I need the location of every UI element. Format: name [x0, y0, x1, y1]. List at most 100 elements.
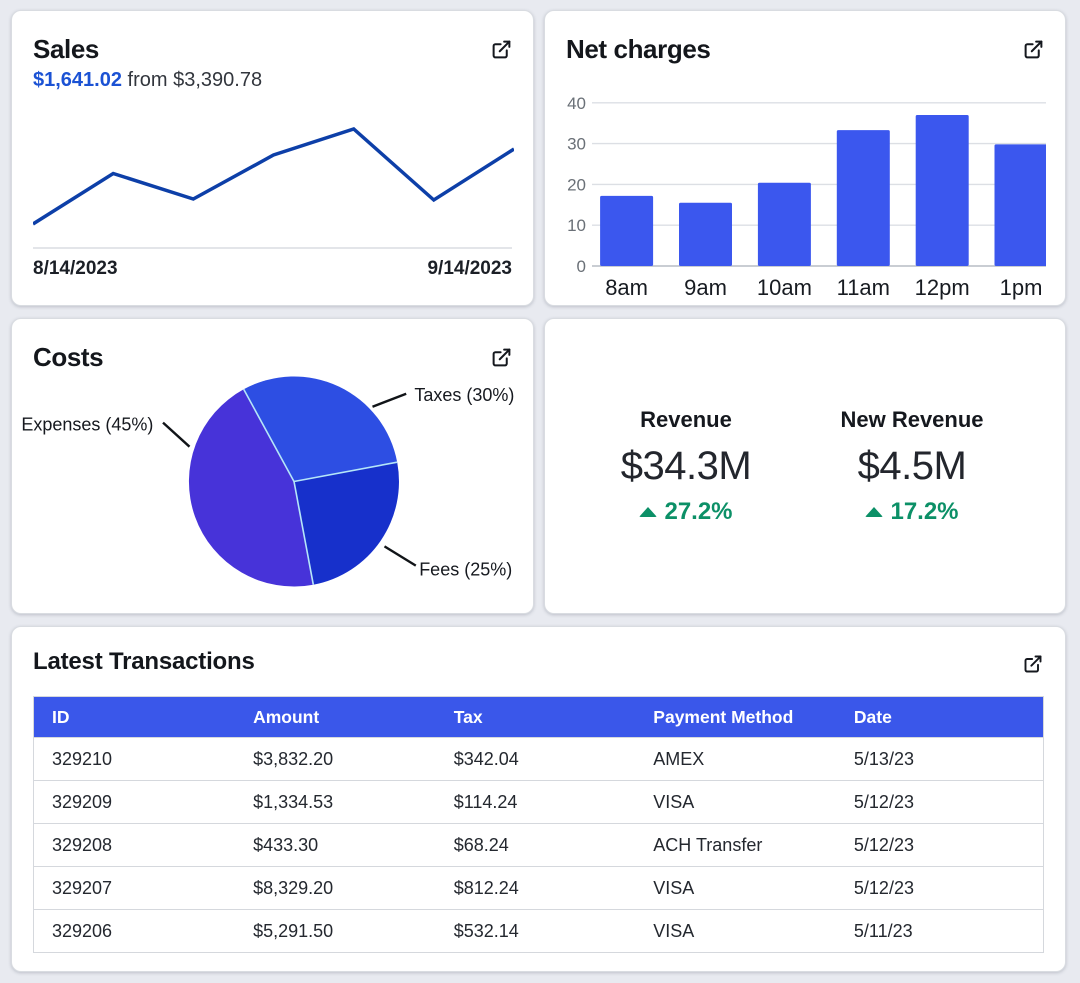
- sales-date-range: 8/14/2023 9/14/2023: [33, 258, 512, 280]
- costs-card: Taxes (30%) Fees (25%) Expenses (45%) Cost…: [11, 318, 534, 614]
- cell-id: 329207: [33, 866, 236, 910]
- external-link-icon: [491, 39, 512, 60]
- stat-change: 27.2%: [586, 497, 786, 525]
- pie-slice-taxes: [243, 376, 398, 482]
- column-header-amount: Amount: [235, 696, 436, 738]
- cell-payment-method: VISA: [635, 780, 836, 824]
- transactions-header-row: ID Amount Tax Payment Method Date: [33, 696, 1044, 738]
- stat-change-value: 27.2%: [664, 497, 733, 525]
- y-tick-label-20: 20: [567, 175, 586, 194]
- table-row-329206: 329206 $5,291.50 $532.14 VISA 5/11/23: [33, 909, 1044, 953]
- costs-external-link-button[interactable]: [491, 347, 512, 368]
- bar-11am: [836, 130, 890, 266]
- column-header-payment-method: Payment Method: [635, 696, 836, 738]
- bar-8am: [600, 195, 654, 266]
- x-tick-label-10am: 10am: [757, 275, 812, 300]
- stat-value: $4.5M: [857, 443, 967, 488]
- cell-id: 329210: [33, 737, 236, 781]
- bar-10am: [757, 182, 811, 266]
- cell-amount: $8,329.20: [235, 866, 436, 910]
- cell-tax: $532.14: [435, 909, 636, 953]
- sales-summary: $1,641.02 from $3,390.78: [33, 68, 512, 92]
- external-link-icon: [491, 347, 512, 368]
- stat-revenue: Revenue $34.3M 27.2%: [586, 406, 786, 525]
- cell-tax: $812.24: [435, 866, 636, 910]
- stat-value: $34.3M: [620, 443, 752, 488]
- cell-tax: $342.04: [435, 737, 636, 781]
- column-header-date: Date: [835, 696, 1044, 738]
- sales-card-title: Sales: [33, 34, 99, 64]
- net-charges-card-title: Net charges: [566, 34, 711, 64]
- net-charges-card: Net charges 40 30 20 10 0 8am 9am 10am 11am 12pm 1…: [544, 10, 1066, 306]
- arrow-up-icon: [865, 506, 884, 517]
- stat-label: New Revenue: [840, 406, 984, 432]
- sales-axis-divider: [33, 247, 512, 249]
- revenue-stats-card: Revenue $34.3M 27.2% New Revenue $4.5M 17.2%: [544, 318, 1066, 614]
- cell-tax: $68.24: [435, 823, 636, 867]
- transactions-card-title: Latest Transactions: [33, 648, 255, 675]
- sales-external-link-button[interactable]: [491, 39, 512, 60]
- cell-id: 329209: [33, 780, 236, 824]
- external-link-icon: [1023, 39, 1044, 60]
- transactions-table-body: 329210 $3,832.20 $342.04 AMEX 5/13/23 329209 $…: [33, 737, 1044, 953]
- costs-pie-chart: Taxes (30%) Fees (25%) Expenses (45%): [21, 376, 514, 587]
- cell-date: 5/12/23: [835, 866, 1044, 910]
- transactions-table-head: ID Amount Tax Payment Method Date: [33, 696, 1044, 738]
- cell-payment-method: AMEX: [635, 737, 836, 781]
- stat-new-revenue: New Revenue $4.5M 17.2%: [812, 406, 1012, 525]
- sales-amount: $1,641.02: [33, 69, 122, 91]
- costs-card-header: Costs: [33, 319, 512, 371]
- pie-slice-fees: [294, 462, 399, 585]
- transactions-table: ID Amount Tax Payment Method Date 329210 $3,8…: [33, 696, 1044, 953]
- x-tick-label-12pm: 12pm: [915, 275, 970, 300]
- pie-slice-divider: [242, 388, 295, 482]
- cell-date: 5/11/23: [835, 909, 1044, 953]
- net-charges-external-link-button[interactable]: [1023, 39, 1044, 60]
- pie-leader-line-fees: [383, 545, 417, 567]
- pie-label-fees: Fees (25%): [419, 560, 512, 580]
- pie-leader-line-taxes: [372, 392, 407, 408]
- stat-change-value: 17.2%: [890, 497, 959, 525]
- sales-card: Sales $1,641.02 from $3,390.78 8/14/2023…: [11, 10, 534, 306]
- y-tick-label-10: 10: [567, 216, 586, 235]
- sales-end-date: 9/14/2023: [427, 258, 512, 279]
- arrow-up-icon: [639, 506, 658, 517]
- costs-card-title: Costs: [33, 342, 104, 372]
- stat-label: Revenue: [640, 406, 732, 432]
- x-tick-label-11am: 11am: [837, 275, 890, 300]
- cell-amount: $5,291.50: [235, 909, 436, 953]
- table-row-329209: 329209 $1,334.53 $114.24 VISA 5/12/23: [33, 780, 1044, 824]
- cell-amount: $1,334.53: [235, 780, 436, 824]
- table-row-329208: 329208 $433.30 $68.24 ACH Transfer 5/12/23: [33, 823, 1044, 867]
- bar-1pm: [994, 144, 1046, 266]
- pie-leader-line-expenses: [162, 421, 191, 448]
- cell-amount: $3,832.20: [235, 737, 436, 781]
- pie-slice-expenses: [188, 389, 314, 587]
- cell-tax: $114.24: [435, 780, 636, 824]
- cell-id: 329208: [33, 823, 236, 867]
- column-header-id: ID: [33, 696, 236, 738]
- transactions-card: Latest Transactions ID Amount Tax Payment M…: [11, 626, 1066, 972]
- sales-card-header: Sales: [33, 11, 512, 63]
- x-tick-label-1pm: 1pm: [1000, 275, 1043, 300]
- table-row-329210: 329210 $3,832.20 $342.04 AMEX 5/13/23: [33, 737, 1044, 781]
- cell-amount: $433.30: [235, 823, 436, 867]
- sales-start-date: 8/14/2023: [33, 258, 118, 279]
- cell-date: 5/12/23: [835, 780, 1044, 824]
- cell-payment-method: VISA: [635, 866, 836, 910]
- transactions-external-link-button[interactable]: [1023, 653, 1044, 674]
- stat-change: 17.2%: [812, 497, 1012, 525]
- x-tick-label-9am: 9am: [684, 275, 727, 300]
- cell-id: 329206: [33, 909, 236, 953]
- bar-9am: [679, 202, 732, 266]
- net-charges-card-header: Net charges: [566, 11, 1044, 63]
- cell-payment-method: ACH Transfer: [635, 823, 836, 867]
- cell-date: 5/13/23: [835, 737, 1044, 781]
- pie-label-taxes: Taxes (30%): [414, 385, 514, 405]
- external-link-icon: [1023, 654, 1044, 674]
- cell-date: 5/12/23: [835, 823, 1044, 867]
- cell-payment-method: VISA: [635, 909, 836, 953]
- column-header-tax: Tax: [435, 696, 636, 738]
- table-row-329207: 329207 $8,329.20 $812.24 VISA 5/12/23: [33, 866, 1044, 910]
